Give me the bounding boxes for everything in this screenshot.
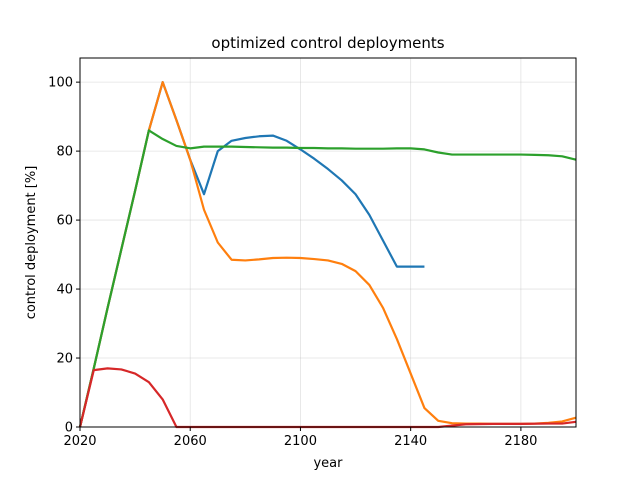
y-tick-label: 60 [56, 214, 73, 229]
series-line-3 [78, 129, 577, 428]
series-lines [78, 81, 577, 429]
y-axis-label: control deployment [%] [24, 166, 39, 320]
x-axis-label: year [313, 456, 343, 471]
y-tick-label: 80 [56, 145, 73, 160]
chart-title: optimized control deployments [211, 34, 444, 52]
x-tick-label: 2140 [394, 434, 427, 449]
y-tick-label: 0 [65, 421, 73, 436]
x-tick-label: 2060 [174, 434, 207, 449]
plot-frame [79, 57, 577, 428]
y-tick-label: 40 [56, 283, 73, 298]
y-tick-label: 100 [48, 76, 73, 91]
axis-ticks: 2020 2060 2100 2140 2180 0 20 40 60 80 100 [48, 76, 537, 449]
x-tick-label: 2020 [63, 434, 96, 449]
x-tick-label: 2100 [284, 434, 317, 449]
y-tick-label: 20 [56, 352, 73, 367]
x-tick-label: 2180 [504, 434, 537, 449]
